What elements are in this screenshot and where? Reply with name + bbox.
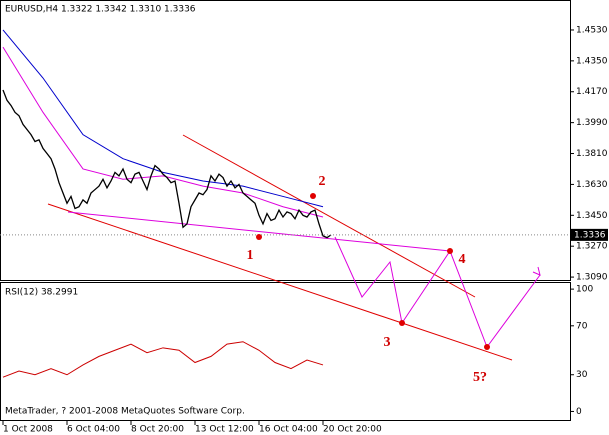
y-tick-label: 1.3450	[576, 211, 608, 221]
wave-label: 5?	[473, 370, 487, 385]
x-tick-label: 6 Oct 04:00	[67, 425, 120, 435]
y-tick-label: 1.4350	[576, 56, 608, 66]
y-tick-label: 1.3270	[576, 242, 608, 252]
x-tick-label: 13 Oct 12:00	[195, 425, 254, 435]
wave-point	[447, 248, 453, 254]
last-price-label: 1.3336	[574, 230, 606, 240]
wave-label: 2	[319, 174, 326, 189]
price-panel	[0, 0, 571, 281]
wave-point	[310, 193, 316, 199]
rsi-tick-label: 70	[576, 321, 588, 331]
trend-line	[182, 134, 476, 298]
x-tick-label: 1 Oct 2008	[3, 425, 53, 435]
trend-line	[67, 211, 451, 252]
y-tick-label: 1.3630	[576, 180, 608, 190]
y-tick-label: 1.4170	[576, 87, 608, 97]
rsi-panel	[0, 282, 571, 421]
y-tick-label: 1.3990	[576, 118, 608, 128]
wave-projection	[334, 236, 541, 349]
rsi-tick-label: 30	[576, 370, 588, 380]
moving-average	[2, 46, 324, 218]
y-tick-label: 1.3810	[576, 149, 608, 159]
wave-label: 3	[384, 335, 391, 350]
wave-label: 4	[459, 252, 466, 267]
wave-label: 1	[247, 248, 254, 263]
rsi-tick-label: 0	[576, 407, 582, 417]
wave-point	[399, 320, 405, 326]
y-tick-label: 1.3090	[576, 273, 608, 283]
x-tick-label: 8 Oct 20:00	[131, 425, 184, 435]
last-price-box	[571, 228, 608, 241]
rsi-line	[2, 341, 324, 378]
arrow-head	[532, 266, 541, 276]
price-line	[2, 89, 332, 239]
y-tick-label: 1.4530	[576, 25, 608, 35]
trend-line	[47, 203, 513, 361]
moving-average	[2, 29, 324, 208]
rsi-tick-label: 100	[576, 285, 593, 295]
header: EURUSD,H4 1.3322 1.3342 1.3310 1.3336	[5, 5, 196, 15]
rsi-title: RSI(12) 38.2991	[5, 288, 78, 298]
wave-point	[484, 344, 490, 350]
x-tick-label: 16 Oct 04:00	[259, 425, 318, 435]
x-tick-label: 20 Oct 20:00	[323, 425, 382, 435]
wave-point	[256, 234, 262, 240]
footer: MetaTrader, ? 2001-2008 MetaQuotes Softw…	[5, 407, 245, 417]
